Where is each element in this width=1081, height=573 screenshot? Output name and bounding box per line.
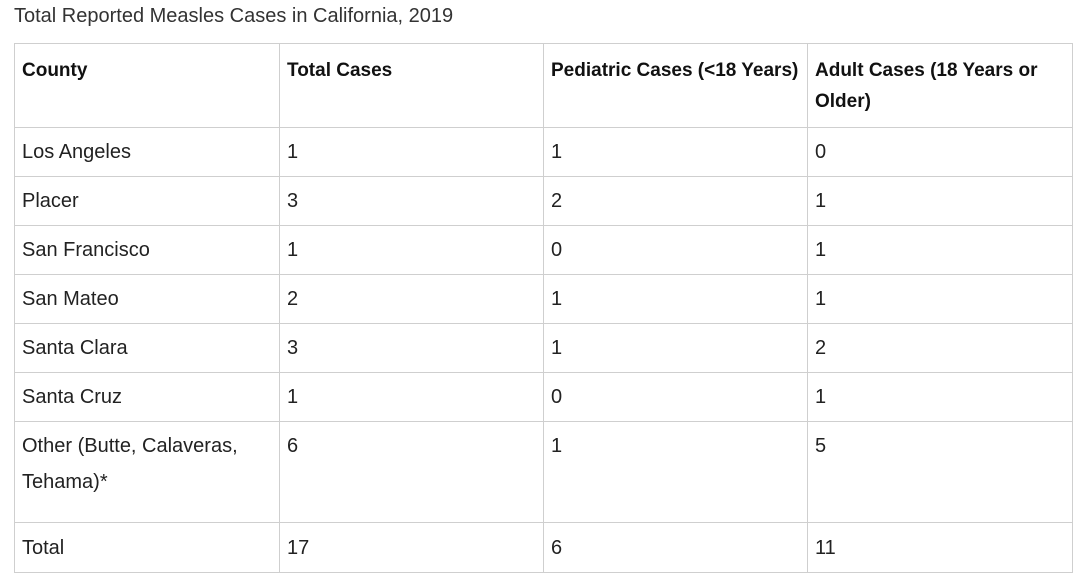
- county-cell: San Mateo: [14, 274, 280, 324]
- total-cases-cell: 6: [279, 421, 544, 523]
- measles-cases-table: County Total Cases Pediatric Cases (<18 …: [14, 43, 1073, 573]
- adult-cases-cell: 11: [807, 522, 1073, 573]
- adult-cases-cell: 2: [807, 323, 1073, 373]
- table-caption: Total Reported Measles Cases in Californ…: [14, 5, 454, 27]
- table-total-row: Total 17 6 11: [14, 522, 1073, 573]
- total-cases-cell: 2: [279, 274, 544, 324]
- adult-cases-cell: 1: [807, 274, 1073, 324]
- table-row: San Francisco 1 0 1: [14, 225, 1073, 275]
- adult-cases-cell: 0: [807, 127, 1073, 177]
- header-county: County: [14, 43, 280, 128]
- county-cell: San Francisco: [14, 225, 280, 275]
- table-row: Other (Butte, Calaveras, Tehama)* 6 1 5: [14, 421, 1073, 523]
- pediatric-cases-cell: 1: [543, 127, 808, 177]
- table-row: Placer 3 2 1: [14, 176, 1073, 226]
- header-total-cases: Total Cases: [279, 43, 544, 128]
- pediatric-cases-cell: 0: [543, 225, 808, 275]
- table-row: San Mateo 2 1 1: [14, 274, 1073, 324]
- total-cases-cell: 3: [279, 323, 544, 373]
- total-cases-cell: 17: [279, 522, 544, 573]
- total-cases-cell: 3: [279, 176, 544, 226]
- adult-cases-cell: 5: [807, 421, 1073, 523]
- adult-cases-cell: 1: [807, 372, 1073, 422]
- county-cell: Placer: [14, 176, 280, 226]
- total-cases-cell: 1: [279, 127, 544, 177]
- header-adult-cases: Adult Cases (18 Years or Older): [807, 43, 1073, 128]
- pediatric-cases-cell: 1: [543, 421, 808, 523]
- total-cases-cell: 1: [279, 225, 544, 275]
- header-pediatric-cases: Pediatric Cases (<18 Years): [543, 43, 808, 128]
- pediatric-cases-cell: 1: [543, 274, 808, 324]
- pediatric-cases-cell: 2: [543, 176, 808, 226]
- total-cases-cell: 1: [279, 372, 544, 422]
- county-cell: Total: [14, 522, 280, 573]
- county-cell: Santa Cruz: [14, 372, 280, 422]
- adult-cases-cell: 1: [807, 225, 1073, 275]
- pediatric-cases-cell: 1: [543, 323, 808, 373]
- pediatric-cases-cell: 0: [543, 372, 808, 422]
- county-cell: Other (Butte, Calaveras, Tehama)*: [14, 421, 280, 523]
- table-row: Los Angeles 1 1 0: [14, 127, 1073, 177]
- county-cell: Santa Clara: [14, 323, 280, 373]
- adult-cases-cell: 1: [807, 176, 1073, 226]
- table-row: Santa Cruz 1 0 1: [14, 372, 1073, 422]
- table-header-row: County Total Cases Pediatric Cases (<18 …: [14, 43, 1073, 128]
- county-cell: Los Angeles: [14, 127, 280, 177]
- pediatric-cases-cell: 6: [543, 522, 808, 573]
- table-row: Santa Clara 3 1 2: [14, 323, 1073, 373]
